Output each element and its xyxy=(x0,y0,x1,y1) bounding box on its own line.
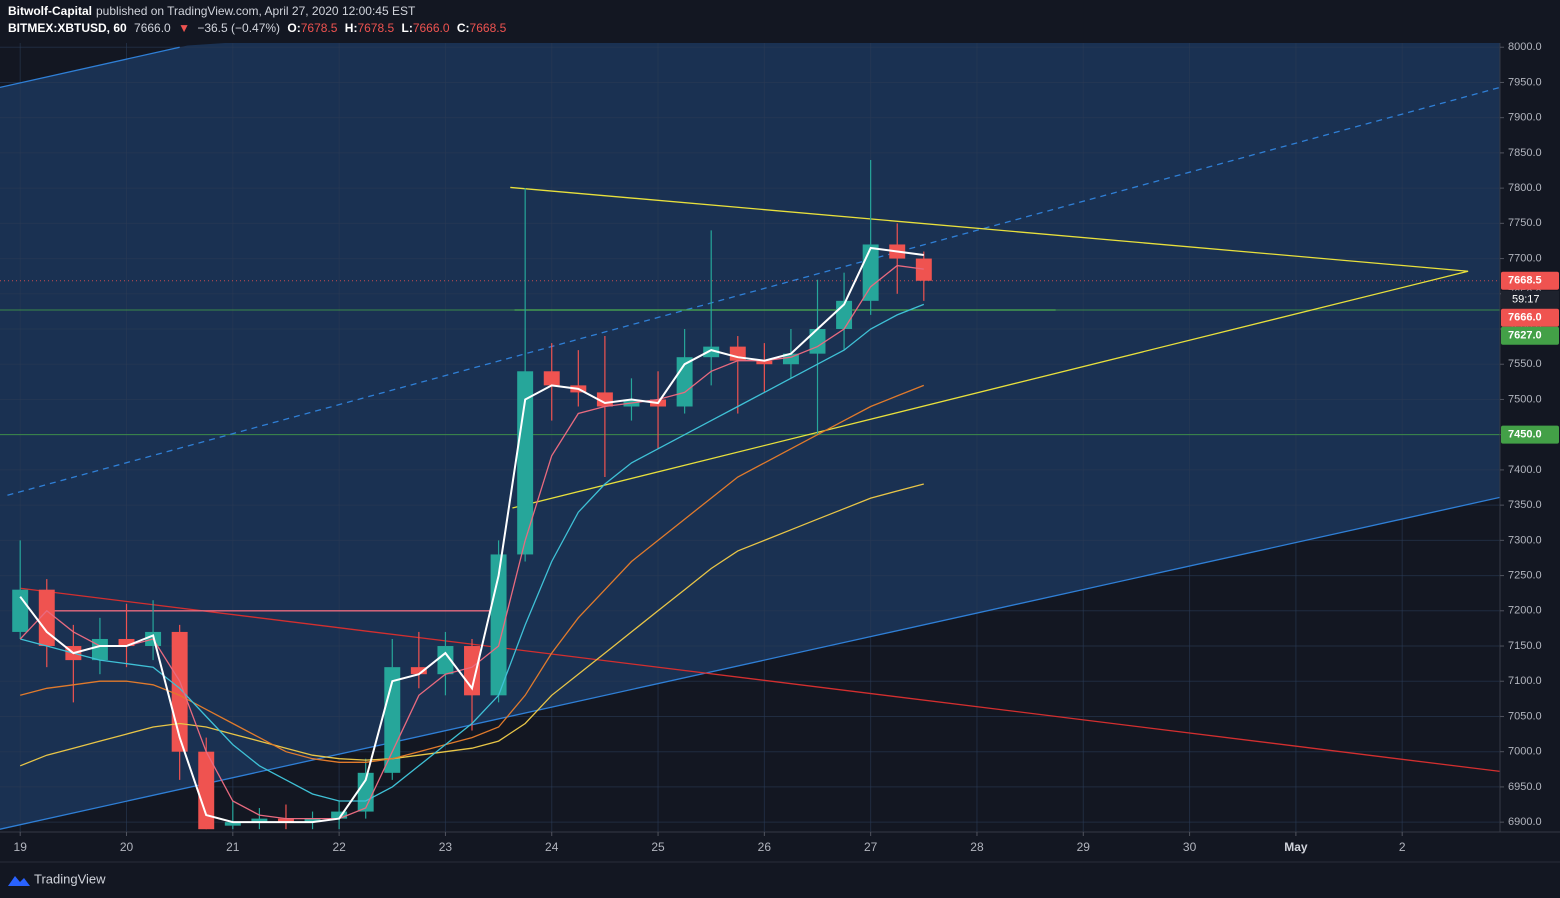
candle-body xyxy=(251,818,268,823)
published: published on TradingView.com, April 27, … xyxy=(96,4,416,18)
candle-body xyxy=(304,818,321,823)
ma-line xyxy=(19,483,924,767)
candle-body xyxy=(543,371,560,386)
x-tick-label: 19 xyxy=(14,840,28,854)
price-label-bg xyxy=(1501,308,1559,327)
symbol-line: BITMEX:XBTUSD, 60 7666.0 ▼ −36.5 (−0.47%… xyxy=(8,21,507,35)
candle-body xyxy=(782,353,799,365)
change: −36.5 (−0.47%) xyxy=(197,21,280,35)
candle-body xyxy=(91,638,108,661)
candle-body xyxy=(410,667,427,675)
y-tick-label: 7900.0 xyxy=(1508,112,1542,124)
y-tick-label: 7800.0 xyxy=(1508,182,1542,194)
price-label: 7450.0 xyxy=(1508,429,1542,441)
author: Bitwolf-Capital xyxy=(8,4,92,18)
ma-line xyxy=(19,264,924,820)
candle-body xyxy=(198,751,215,830)
x-tick-label: 22 xyxy=(332,840,346,854)
price-label-bg xyxy=(1501,326,1559,345)
x-tick-label: 27 xyxy=(864,840,878,854)
x-tick-label: 29 xyxy=(1077,840,1091,854)
trend-line xyxy=(512,270,1469,509)
y-tick-label: 7750.0 xyxy=(1508,217,1542,229)
candle-body xyxy=(437,646,454,675)
plot-area xyxy=(0,43,1500,832)
x-tick-label: May xyxy=(1284,840,1308,854)
ma-line xyxy=(19,246,924,824)
y-tick-label: 7150.0 xyxy=(1508,640,1542,652)
countdown: 59:17 xyxy=(1512,294,1540,306)
x-tick-label: 21 xyxy=(226,840,240,854)
x-tick-label: 28 xyxy=(970,840,984,854)
y-tick-label: 7850.0 xyxy=(1508,147,1542,159)
price-label: 7668.5 xyxy=(1508,275,1542,287)
countdown-bg xyxy=(1501,290,1559,309)
candle-body xyxy=(915,258,932,281)
price-label: 7666.0 xyxy=(1508,312,1542,324)
x-tick-label: 26 xyxy=(758,840,772,854)
x-tick-label: 23 xyxy=(439,840,453,854)
candle-body xyxy=(809,329,826,354)
y-tick-label: 7300.0 xyxy=(1508,534,1542,546)
x-tick-label: 25 xyxy=(651,840,665,854)
x-tick-label: 30 xyxy=(1183,840,1197,854)
candle-body xyxy=(862,244,879,301)
ohlc-value: 7678.5 xyxy=(357,21,394,35)
y-tick-label: 7500.0 xyxy=(1508,393,1542,405)
ohlc-label: H: xyxy=(345,21,358,35)
y-tick-label: 7700.0 xyxy=(1508,252,1542,264)
logo-icon xyxy=(8,876,30,886)
candle-body xyxy=(12,589,29,632)
y-tick-label: 7100.0 xyxy=(1508,675,1542,687)
candle-body xyxy=(38,589,55,647)
candle-body xyxy=(118,638,135,647)
x-tick-label: 24 xyxy=(545,840,559,854)
trend-line xyxy=(7,86,1500,496)
y-tick-label: 7350.0 xyxy=(1508,499,1542,511)
y-tick-label: 7250.0 xyxy=(1508,569,1542,581)
change-arrow: ▼ xyxy=(178,21,190,35)
candle-body xyxy=(224,822,241,826)
y-tick-label: 8000.0 xyxy=(1508,41,1542,53)
ohlc-label: O: xyxy=(287,21,300,35)
trend-line xyxy=(20,587,1500,773)
y-tick-label: 7400.0 xyxy=(1508,464,1542,476)
candle-body xyxy=(331,811,348,819)
price-label-bg xyxy=(1501,271,1559,290)
candle-body xyxy=(756,360,773,365)
last-price: 7666.0 xyxy=(134,21,171,35)
ohlc-value: 7678.5 xyxy=(301,21,338,35)
x-tick-label: 2 xyxy=(1399,840,1406,854)
price-label-bg xyxy=(1501,425,1559,444)
y-tick-label: 7200.0 xyxy=(1508,605,1542,617)
ma-line xyxy=(20,384,925,763)
x-tick-label: 20 xyxy=(120,840,134,854)
logo-text: TradingView xyxy=(34,871,106,886)
candle-body xyxy=(277,818,294,823)
candle-body xyxy=(703,346,720,358)
y-tick-label: 6900.0 xyxy=(1508,816,1542,828)
y-tick-label: 7550.0 xyxy=(1508,358,1542,370)
candle-body xyxy=(357,772,374,812)
y-tick-label: 6950.0 xyxy=(1508,781,1542,793)
candle-body xyxy=(517,371,534,555)
price-label: 7627.0 xyxy=(1508,330,1542,342)
y-tick-label: 7950.0 xyxy=(1508,76,1542,88)
ohlc-value: 7666.0 xyxy=(413,21,450,35)
trend-line xyxy=(0,496,1500,830)
footer-logo[interactable]: TradingView xyxy=(8,871,106,886)
trend-line xyxy=(0,46,180,89)
trend-line xyxy=(510,186,1469,272)
ohlc-label: C: xyxy=(457,21,470,35)
ohlc-value: 7668.5 xyxy=(470,21,507,35)
header: Bitwolf-Capital published on TradingView… xyxy=(8,4,507,35)
symbol: BITMEX:XBTUSD, 60 xyxy=(8,21,127,35)
ohlc-label: L: xyxy=(402,21,413,35)
y-tick-label: 7050.0 xyxy=(1508,710,1542,722)
y-tick-label: 7000.0 xyxy=(1508,746,1542,758)
ma-line xyxy=(20,303,925,802)
